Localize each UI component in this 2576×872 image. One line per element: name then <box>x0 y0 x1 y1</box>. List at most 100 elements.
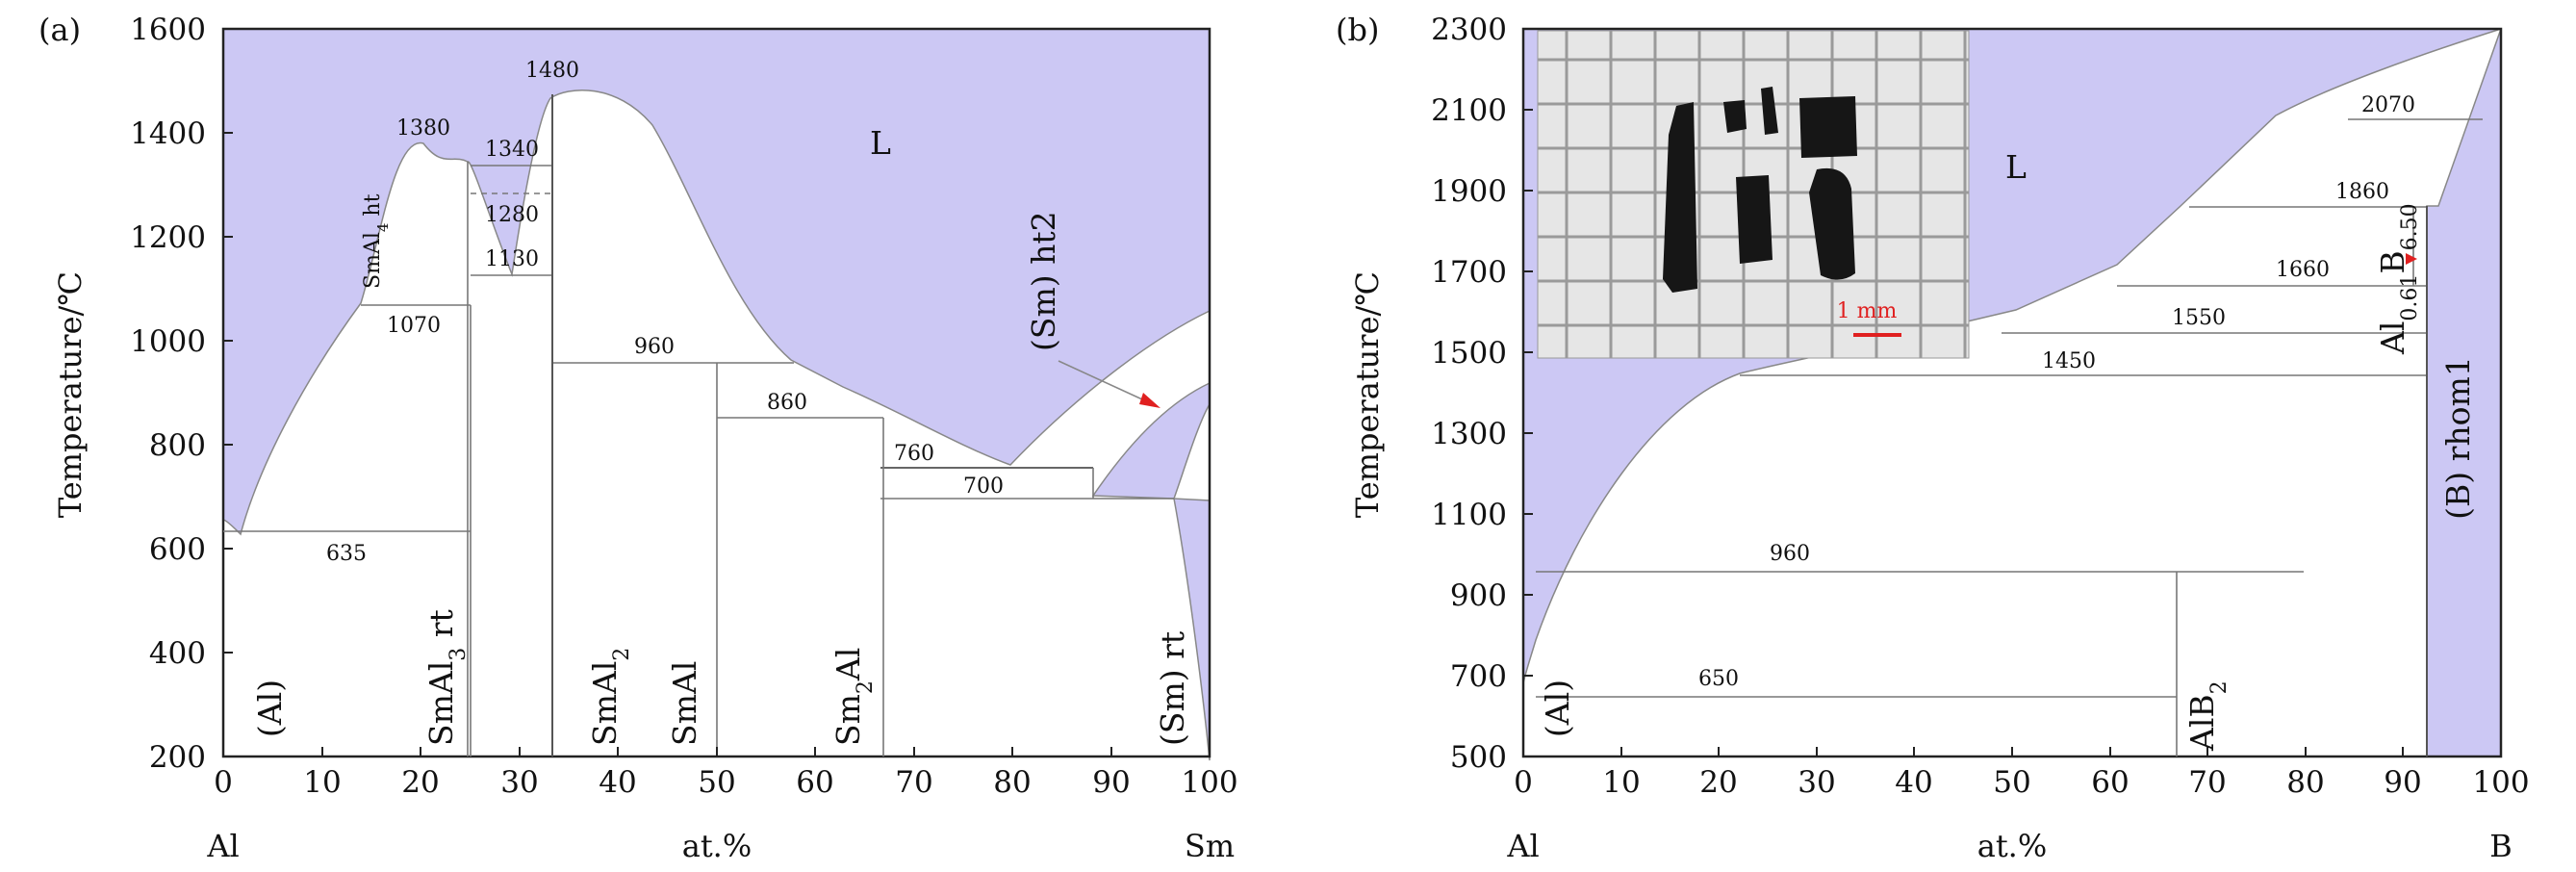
b-ytick-1100: 1100 <box>1431 498 1507 532</box>
a-ytick-1200: 1200 <box>130 220 206 255</box>
b-temp-2070: 2070 <box>2361 93 2415 117</box>
panel-a-smal-phase: SmAl <box>666 661 703 746</box>
panel-b-vertical-lines <box>2176 206 2428 757</box>
b-xtick-60: 60 <box>2091 765 2129 800</box>
a-temp-1130: 1130 <box>485 247 539 271</box>
b-temp-1860: 1860 <box>2335 180 2389 204</box>
panel-a-arrow-head <box>1139 393 1160 408</box>
crystal-small-1 <box>1723 100 1747 133</box>
panel-b-liquid-label: L <box>2005 148 2027 186</box>
panel-a-ylabel: Temperature/℃ <box>52 271 89 518</box>
a-temp-1280: 1280 <box>485 203 539 227</box>
panel-a-tag: (a) <box>38 12 81 48</box>
panel-b-b-rhom-region <box>2426 28 2502 757</box>
b-temp-1450: 1450 <box>2042 349 2096 373</box>
panel-a-liquid-label: L <box>870 124 891 162</box>
panel-a-y-tick-labels: 200 400 600 800 1000 1200 1400 1600 <box>130 13 206 775</box>
b-temp-1660: 1660 <box>2276 258 2330 282</box>
b-ytick-1300: 1300 <box>1431 417 1507 451</box>
a-ytick-1400: 1400 <box>130 116 206 151</box>
b-xtick-40: 40 <box>1895 765 1932 800</box>
b-xtick-20: 20 <box>1699 765 1737 800</box>
panel-b-xlabel: at.% <box>1977 828 2048 864</box>
panel-b-alb2-phase: AlB2 <box>2183 680 2232 752</box>
a-xtick-10: 10 <box>303 765 341 800</box>
panel-a-sm-rt-phase: (Sm) rt <box>1154 631 1191 746</box>
b-xtick-90: 90 <box>2384 765 2421 800</box>
panel-b-b-rhom-phase: (B) rhom1 <box>2439 356 2477 520</box>
panel-a-xlabel: at.% <box>682 828 752 864</box>
crystal-long <box>1663 102 1697 293</box>
b-ytick-700: 700 <box>1450 659 1507 694</box>
a-xtick-30: 30 <box>500 765 538 800</box>
a-xtick-40: 40 <box>599 765 636 800</box>
a-ytick-1600: 1600 <box>130 13 206 47</box>
b-xtick-0: 0 <box>1514 765 1533 800</box>
a-xtick-20: 20 <box>401 765 439 800</box>
a-temp-960: 960 <box>634 335 675 359</box>
b-ytick-1700: 1700 <box>1431 255 1507 290</box>
b-xtick-30: 30 <box>1798 765 1835 800</box>
panel-a-vertical-lines <box>467 94 1094 757</box>
panel-b-y-tick-labels: 500 700 900 1100 1300 1500 1700 1900 210… <box>1431 13 1507 775</box>
crystal-small-2 <box>1761 87 1778 135</box>
a-temp-760: 760 <box>894 442 934 466</box>
a-xtick-0: 0 <box>214 765 233 800</box>
b-temp-960: 960 <box>1770 542 1810 566</box>
panel-a-left-element: Al <box>206 828 239 864</box>
a-xtick-80: 80 <box>993 765 1031 800</box>
panel-b-red-marker <box>2406 253 2417 265</box>
panel-b-ylabel: Temperature/℃ <box>1349 271 1386 518</box>
panel-a-smal4-phase: SmAl4 ht <box>361 193 392 289</box>
panel-b-invariant-lines <box>1536 118 2483 698</box>
b-xtick-80: 80 <box>2286 765 2324 800</box>
a-temp-1340: 1340 <box>485 138 539 162</box>
panel-b-al-phase: (Al) <box>1539 680 1576 737</box>
crystal-square <box>1799 96 1857 158</box>
panel-b-alb-phase: Al0.61B6.50 <box>2374 203 2422 355</box>
b-xtick-70: 70 <box>2188 765 2226 800</box>
panel-b-tag: (b) <box>1336 12 1379 48</box>
crystals <box>1663 87 1857 293</box>
a-temp-700: 700 <box>963 474 1004 499</box>
a-ytick-1000: 1000 <box>130 324 206 359</box>
panel-a-sm-ht2-phase: (Sm) ht2 <box>1025 211 1062 351</box>
b-temp-650: 650 <box>1698 667 1739 691</box>
b-ytick-500: 500 <box>1450 740 1507 775</box>
b-xtick-50: 50 <box>1993 765 2030 800</box>
crystal-photo-inset: 1 mm <box>1537 30 1970 359</box>
panel-a-ticks <box>222 28 1112 757</box>
scale-bar-label: 1 mm <box>1837 299 1898 323</box>
a-temp-635: 635 <box>326 542 367 566</box>
panel-a-liquid-region <box>222 28 1211 536</box>
a-xtick-50: 50 <box>698 765 735 800</box>
a-xtick-70: 70 <box>895 765 932 800</box>
b-ytick-2300: 2300 <box>1431 13 1507 47</box>
panel-b-x-tick-labels: 0 10 20 30 40 50 60 70 80 90 100 <box>1514 765 2529 800</box>
b-ytick-900: 900 <box>1450 578 1507 613</box>
a-temp-1070: 1070 <box>387 314 441 338</box>
a-temp-860: 860 <box>767 391 807 415</box>
panel-a: 0 10 20 30 40 50 60 70 80 90 100 200 400… <box>38 12 1238 864</box>
b-ytick-2100: 2100 <box>1431 93 1507 128</box>
panel-a-temperature-labels: 1480 1380 1340 1280 1130 1070 960 860 76… <box>326 59 1004 566</box>
panel-a-invariant-lines <box>223 165 1174 532</box>
b-ytick-1500: 1500 <box>1431 336 1507 371</box>
panel-a-right-element: Sm <box>1185 828 1235 864</box>
a-xtick-90: 90 <box>1092 765 1130 800</box>
b-xtick-100: 100 <box>2472 765 2529 800</box>
panel-a-al-phase: (Al) <box>251 680 289 737</box>
a-ytick-400: 400 <box>149 636 206 671</box>
b-xtick-10: 10 <box>1602 765 1640 800</box>
panel-a-arrow-line <box>1058 360 1154 405</box>
panel-a-sm2al-phase: Sm2Al <box>829 648 878 746</box>
crystal-bar <box>1736 175 1773 264</box>
panel-a-smal2-phase: SmAl2 <box>586 648 634 746</box>
a-temp-1380: 1380 <box>396 116 450 141</box>
panel-b-left-element: Al <box>1506 828 1539 864</box>
panel-a-x-tick-labels: 0 10 20 30 40 50 60 70 80 90 100 <box>214 765 1237 800</box>
panel-b-ticks <box>1522 109 2404 757</box>
a-temp-1480: 1480 <box>525 59 579 83</box>
a-xtick-100: 100 <box>1181 765 1237 800</box>
